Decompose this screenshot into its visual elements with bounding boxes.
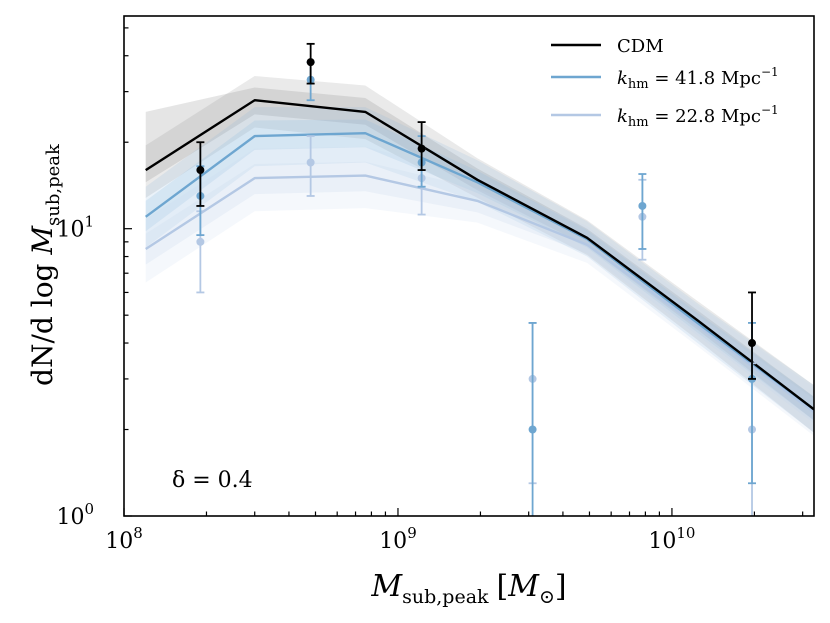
point-khm-41 bbox=[638, 201, 647, 210]
point-khm-41 bbox=[528, 425, 537, 434]
line-khm-22 bbox=[145, 174, 814, 414]
x-axis-label: Msub,peak [M⊙] bbox=[370, 569, 566, 608]
legend: CDM khm = 41.8 Mpc−1 khm = 22.8 Mpc−1 bbox=[551, 36, 779, 130]
y-tick-label: 100 bbox=[56, 500, 94, 530]
band-outer-khm-22 bbox=[145, 146, 814, 436]
confidence-bands bbox=[145, 76, 814, 436]
point-khm-22 bbox=[306, 158, 315, 167]
point-cdm bbox=[417, 144, 426, 153]
point-cdm bbox=[196, 166, 205, 175]
model-lines bbox=[144, 98, 814, 414]
legend-label-khm-22: khm = 22.8 Mpc−1 bbox=[617, 103, 779, 130]
data-points bbox=[196, 42, 757, 516]
band-inner-khm-41 bbox=[145, 119, 814, 421]
line-cdm bbox=[145, 98, 814, 411]
delta-annotation: δ = 0.4 bbox=[172, 468, 253, 493]
point-cdm bbox=[748, 339, 757, 348]
y-axis-label: dN/d log Msub,peak bbox=[26, 143, 64, 386]
x-tick-label: 109 bbox=[379, 524, 417, 554]
legend-label-cdm: CDM bbox=[617, 36, 664, 57]
band-outer-khm-41 bbox=[145, 107, 814, 433]
x-tick-label: 1010 bbox=[648, 524, 695, 554]
point-cdm bbox=[306, 58, 315, 67]
y-tick-label: 101 bbox=[56, 213, 94, 243]
legend-label-khm-41: khm = 41.8 Mpc−1 bbox=[617, 65, 779, 92]
band-outer-cdm bbox=[145, 76, 814, 433]
line-khm-41 bbox=[144, 131, 814, 411]
point-khm-22 bbox=[196, 237, 205, 246]
x-tick-label: 108 bbox=[105, 524, 143, 554]
plot-frame bbox=[123, 15, 815, 517]
band-inner-cdm bbox=[145, 87, 814, 421]
